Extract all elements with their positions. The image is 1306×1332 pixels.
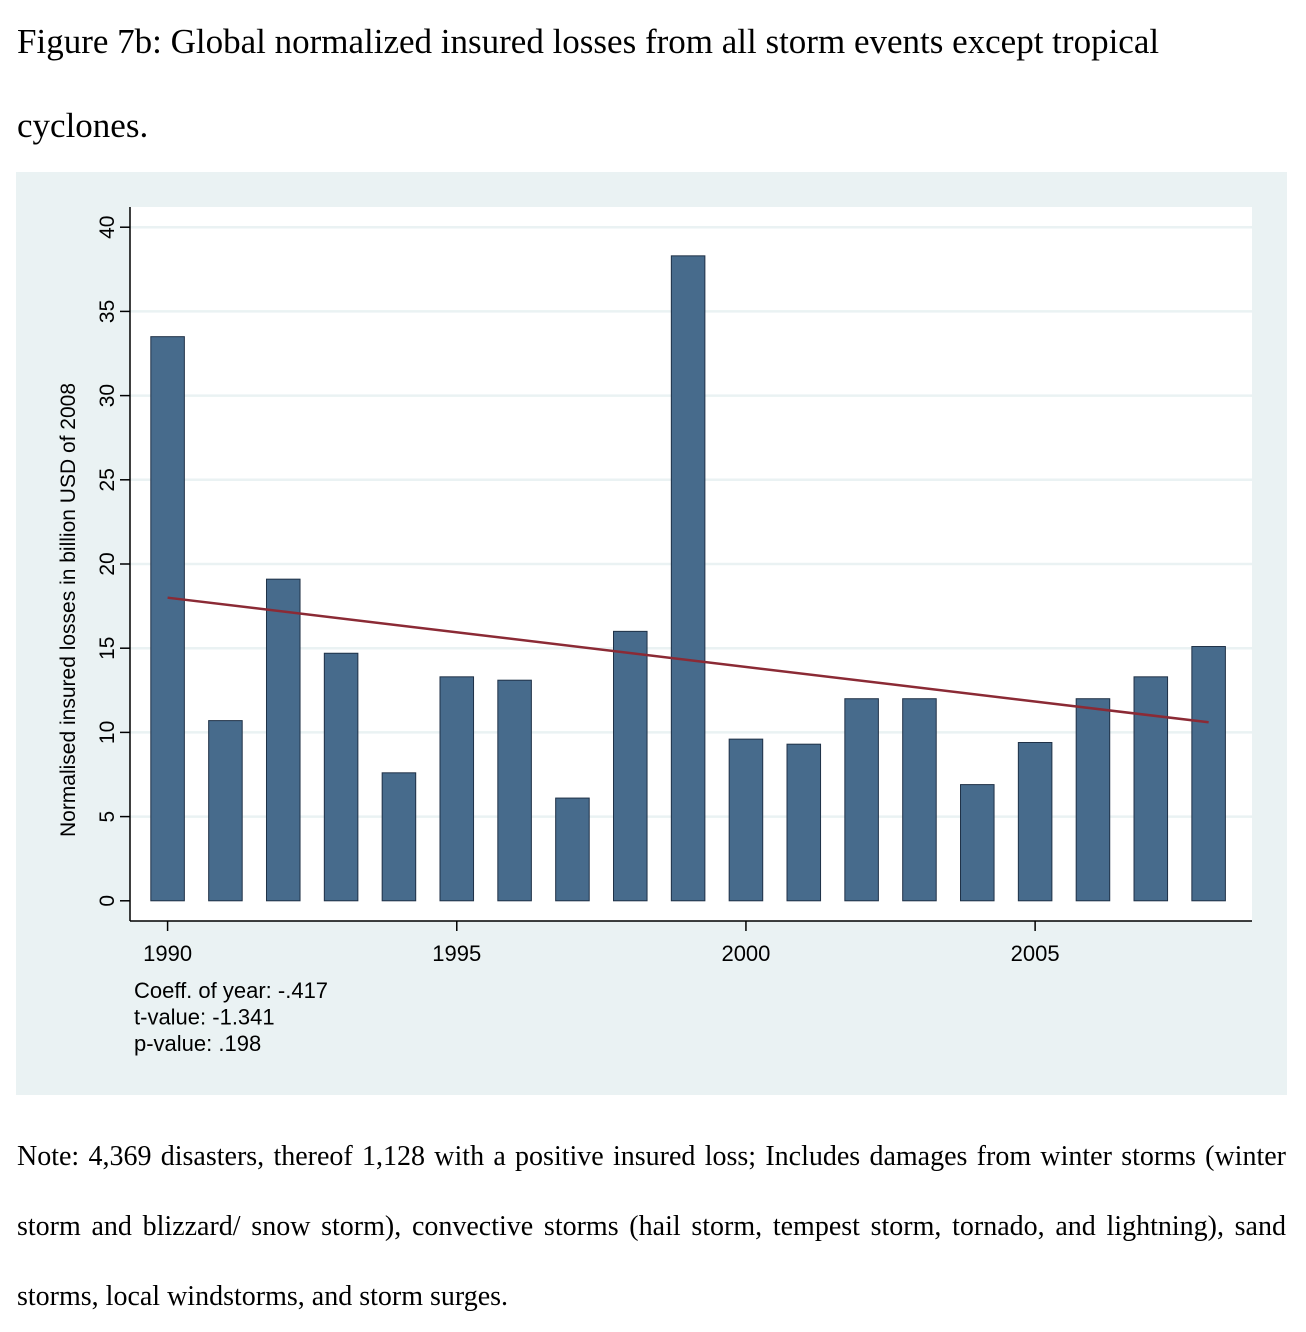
x-ticks: 1990 1995 2000 2005: [143, 921, 1060, 966]
trend-line: [167, 596, 1209, 724]
y-tick-label: 25: [96, 468, 119, 491]
bar-2007: [1133, 676, 1169, 902]
bar-2002: [844, 698, 879, 902]
figure-caption: Figure 7b: Global normalized insured los…: [17, 22, 1160, 145]
y-tick-label: 0: [96, 895, 119, 907]
bar-2000: [728, 738, 764, 902]
bar-1993: [323, 652, 359, 902]
bar-1996: [497, 679, 532, 902]
y-tick-label: 30: [96, 384, 119, 407]
bar-2003: [902, 698, 937, 902]
y-tick-label: 40: [96, 216, 119, 239]
bar-1998: [613, 630, 648, 902]
bars: [150, 255, 1226, 902]
annotation-line: Coeff. of year: -.417: [134, 978, 328, 1003]
y-axis-label: Normalised insured losses in billion USD…: [57, 383, 80, 837]
y-ticks: 0 5 10 15 20 25 30 35 40: [96, 216, 130, 907]
x-tick-label: 1995: [432, 941, 481, 966]
x-tick-label: 1990: [143, 941, 192, 966]
y-tick-label: 10: [96, 721, 119, 744]
bar-1994: [381, 772, 417, 902]
y-tick-label: 5: [96, 811, 119, 823]
bar-2005: [1017, 742, 1053, 902]
annotation-line: t-value: -1.341: [134, 1005, 275, 1030]
bar-2004: [960, 784, 995, 902]
bar-2008: [1191, 646, 1226, 902]
x-tick-label: 2005: [1011, 941, 1060, 966]
y-tick-label: 35: [96, 300, 119, 323]
bar-1997: [555, 797, 590, 902]
figure-panel: 0 5 10 15 20 25 30 35 40 1990 1995 2000 2005 Normal…: [16, 172, 1287, 1095]
bar-1995: [439, 676, 475, 902]
y-tick-label: 15: [96, 637, 119, 660]
bar-1991: [208, 720, 243, 902]
bar-2006: [1075, 698, 1111, 902]
bar-chart: 0 5 10 15 20 25 30 35 40 1990 1995 2000 2005 Normal…: [57, 207, 1252, 1056]
figure-note: Note: 4,369 disasters, thereof 1,128 wit…: [17, 1141, 1286, 1312]
annotation-line: p-value: .198: [134, 1031, 261, 1056]
x-tick-label: 2000: [721, 941, 770, 966]
bar-1990: [150, 336, 185, 902]
bar-1999: [670, 255, 706, 902]
bar-1992: [265, 578, 301, 902]
bar-2001: [786, 743, 822, 902]
y-tick-label: 20: [96, 552, 119, 575]
